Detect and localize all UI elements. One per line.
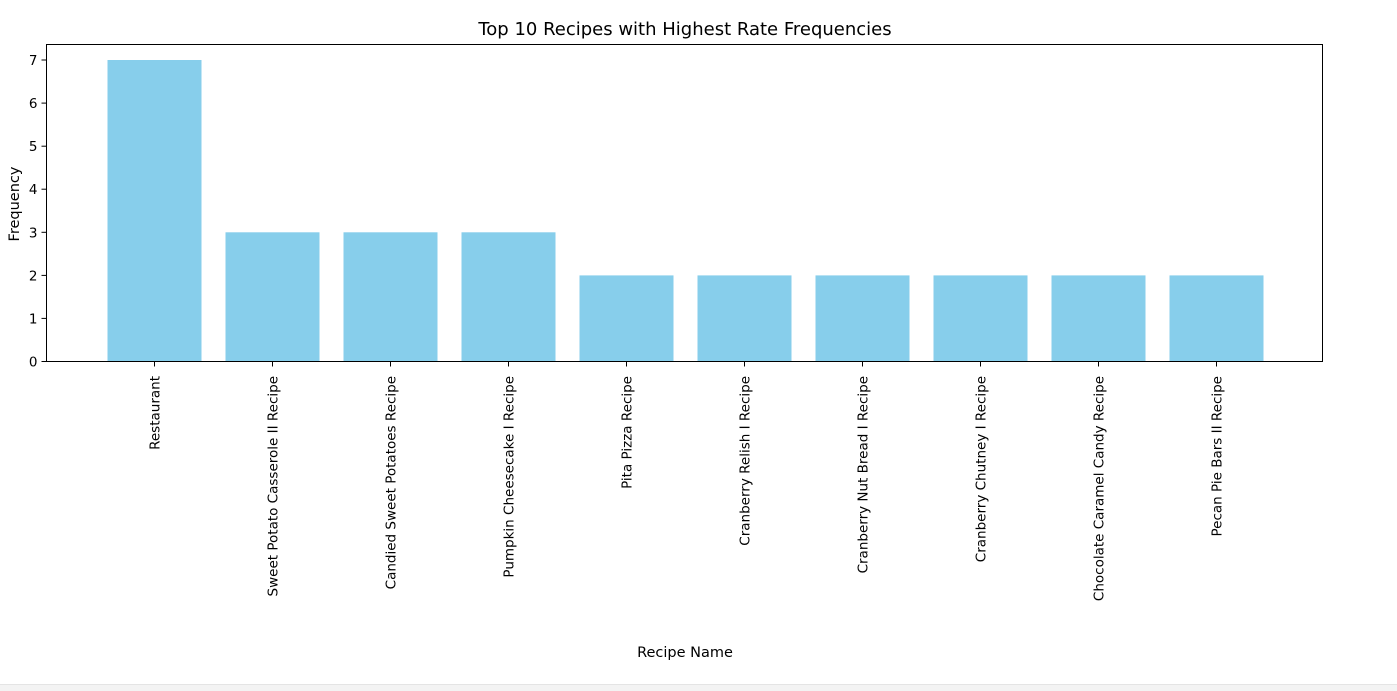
bar [1051, 275, 1146, 362]
bar [815, 275, 910, 362]
x-tick-label: Cranberry Chutney I Recipe [974, 376, 990, 562]
bar [107, 60, 202, 362]
x-tick-label: Cranberry Nut Bread I Recipe [856, 376, 872, 573]
x-tick-label: Pita Pizza Recipe [620, 376, 636, 489]
y-tick-label: 0 [29, 355, 38, 371]
bar [697, 275, 792, 362]
x-tick-label: Pumpkin Cheesecake I Recipe [502, 376, 518, 578]
x-tick-label: Cranberry Relish I Recipe [738, 376, 754, 546]
x-tick-label: Sweet Potato Casserole II Recipe [266, 376, 282, 596]
bars-group [107, 60, 1264, 362]
y-tick-label: 5 [29, 139, 38, 155]
bar [579, 275, 674, 362]
y-tick-label: 4 [29, 182, 38, 198]
x-tick-label: Restaurant [148, 376, 164, 450]
x-tick-label: Pecan Pie Bars II Recipe [1210, 376, 1226, 537]
y-tick-label: 1 [29, 311, 38, 327]
plot-frame [46, 44, 1323, 362]
bottom-scroll-strip [0, 684, 1397, 691]
bar [933, 275, 1028, 362]
x-axis-label: Recipe Name [637, 645, 733, 661]
bar [225, 232, 320, 362]
y-axis-label: Frequency [7, 166, 23, 241]
x-axis-ticks: Restaurant Sweet Potato Casserole II Reci… [148, 361, 1226, 601]
x-tick-label: Chocolate Caramel Candy Recipe [1092, 376, 1108, 601]
bar [1169, 275, 1264, 362]
x-tick-label: Candied Sweet Potatoes Recipe [384, 376, 400, 589]
bar [461, 232, 556, 362]
y-tick-label: 2 [29, 268, 38, 284]
y-tick-label: 6 [29, 96, 38, 112]
bar [343, 232, 438, 362]
y-tick-label: 3 [29, 225, 38, 241]
chart-title: Top 10 Recipes with Highest Rate Frequen… [477, 19, 891, 40]
y-tick-label: 7 [29, 53, 38, 69]
y-axis-ticks: 0 1 2 3 4 5 6 7 [29, 53, 47, 371]
